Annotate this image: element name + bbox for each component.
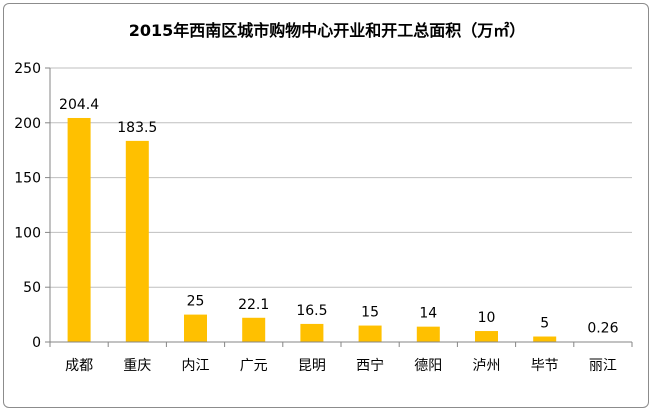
bars [67, 117, 615, 342]
y-tick-label: 100 [14, 225, 41, 241]
data-label: 22.1 [238, 297, 269, 313]
bar [300, 323, 324, 342]
y-tick-label: 150 [14, 171, 41, 187]
x-tick-label: 丽江 [589, 358, 617, 374]
bar [125, 140, 149, 342]
bar [67, 117, 91, 342]
chart-title: 2015年西南区城市购物中心开业和开工总面积（万㎡） [128, 21, 526, 40]
data-label: 15 [361, 305, 379, 321]
y-tick-label: 0 [32, 335, 41, 351]
x-tick-label: 泸州 [473, 358, 501, 374]
bar [358, 325, 382, 342]
data-label: 0.26 [587, 321, 618, 337]
x-tick-label: 西宁 [356, 357, 384, 374]
x-tick-label: 内江 [182, 358, 210, 374]
x-tick-label: 重庆 [123, 358, 151, 374]
data-label: 16.5 [296, 303, 327, 319]
bar [242, 317, 266, 342]
data-label: 14 [419, 306, 437, 322]
y-tick-label: 50 [23, 280, 41, 296]
y-tick-label: 200 [14, 116, 41, 132]
data-label: 5 [540, 316, 549, 332]
bar [184, 314, 207, 342]
x-tick-label: 昆明 [298, 358, 326, 374]
data-label: 183.5 [117, 120, 157, 136]
x-tick-label: 德阳 [414, 358, 442, 374]
x-axis: 成都 重庆 内江 广元 昆明 西宁 德阳 泸州 毕节 丽江 [49, 341, 633, 374]
bar [416, 326, 440, 342]
x-tick-label: 广元 [240, 358, 268, 374]
y-axis: 0 50 100 150 200 250 [14, 61, 51, 351]
data-label: 10 [478, 310, 496, 326]
x-tick-label: 毕节 [531, 358, 559, 374]
data-label: 25 [187, 294, 205, 310]
data-label: 204.4 [59, 97, 99, 113]
x-tick-label: 成都 [65, 358, 93, 374]
bar [533, 336, 557, 342]
bar [475, 331, 498, 342]
data-labels: 204.4 183.5 25 22.1 16.5 15 14 10 5 0.26 [59, 97, 619, 337]
y-tick-label: 250 [14, 61, 41, 77]
